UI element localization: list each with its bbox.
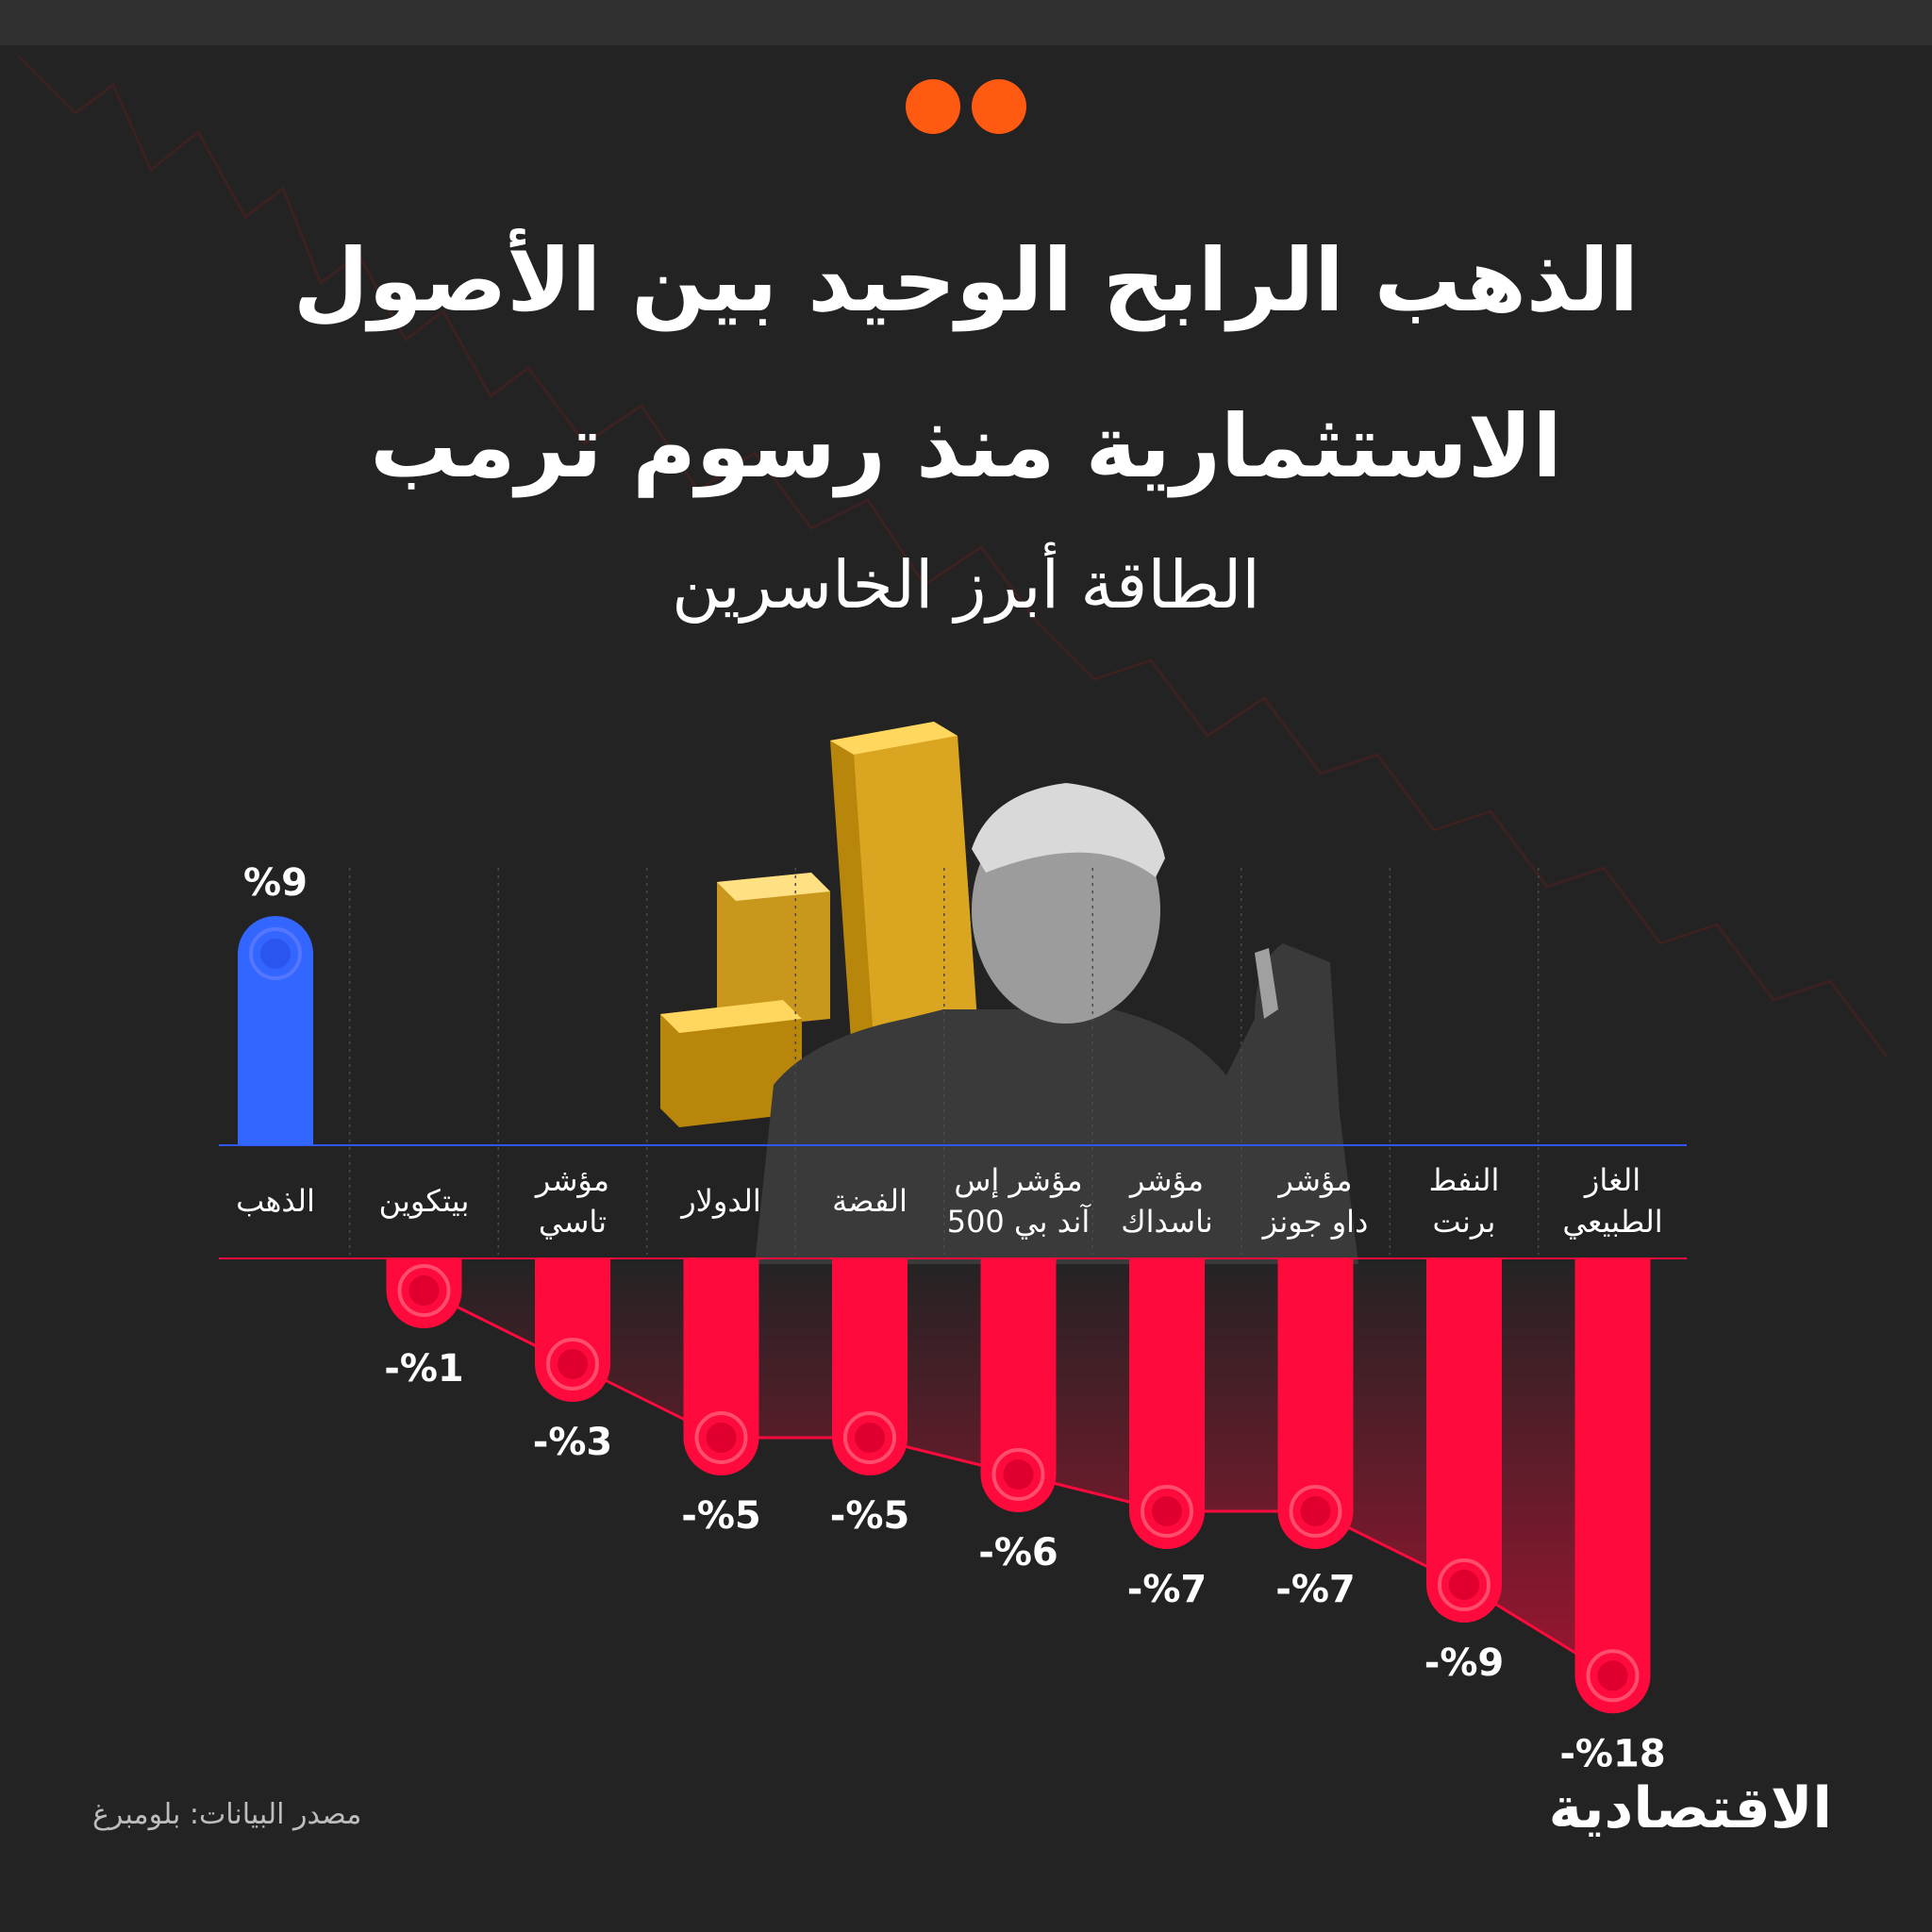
bar-end-ring	[843, 1411, 896, 1464]
category-label: برنت	[1433, 1204, 1496, 1240]
value-label: %9	[243, 861, 308, 905]
title-line-1: الذهب الرابح الوحيد بين الأصول	[292, 230, 1640, 331]
value-labels: %9 -%1 -%3 -%5 -%5 -%6 -%7 -%7 -%9 -%18	[243, 861, 1666, 1775]
bar-end-ring	[991, 1448, 1045, 1501]
category-label: الفضة	[832, 1183, 908, 1219]
publisher-logo: الاقتصادية	[1548, 1775, 1832, 1841]
bar-end-ring	[546, 1338, 599, 1391]
bar-end-ring	[397, 1264, 451, 1317]
category-label: مؤشر	[534, 1162, 609, 1198]
orange-dot-icon	[906, 79, 960, 134]
category-label: الذهب	[236, 1183, 315, 1219]
bar-end-ring	[694, 1411, 748, 1464]
bar-positive	[238, 916, 313, 1145]
category-label: الغاز	[1583, 1162, 1641, 1198]
bar-end-ring	[1289, 1485, 1342, 1538]
page-subtitle: الطاقة أبرز الخاسرين	[672, 546, 1260, 624]
value-label: -%1	[384, 1347, 464, 1391]
value-label: -%6	[978, 1531, 1058, 1574]
title-line-2: الاستثمارية منذ رسوم ترمب	[370, 396, 1562, 497]
category-label: مؤشر	[1128, 1162, 1204, 1198]
bar-end-ring	[249, 927, 302, 980]
bar-series	[238, 916, 1651, 1714]
bar-end-dot	[1449, 1570, 1479, 1600]
bar-end-ring	[1438, 1558, 1491, 1611]
bar-end-dot	[408, 1275, 440, 1306]
gold-bars-illustration	[660, 722, 981, 1127]
bar-negative	[1129, 1258, 1205, 1549]
top-bar	[0, 0, 1932, 45]
bar-end-ring	[1141, 1485, 1193, 1538]
page-title: الذهب الرابح الوحيد بين الأصول الاستثمار…	[0, 198, 1932, 530]
bar-end-dot	[1003, 1459, 1034, 1490]
category-label: بيتكوين	[379, 1183, 470, 1219]
category-label: مؤشر إس	[954, 1162, 1082, 1198]
value-label: -%3	[533, 1421, 613, 1464]
bar-end-dot	[260, 939, 291, 969]
category-labels: الذهب بيتكوين مؤشر تاسي الدولار الفضة مؤشر إس آ…	[236, 1162, 1663, 1240]
bar-negative	[1574, 1258, 1651, 1714]
bar-negative	[980, 1258, 1057, 1512]
value-label: -%5	[681, 1494, 761, 1538]
value-label: -%7	[1127, 1568, 1208, 1611]
value-label: -%5	[830, 1494, 910, 1538]
bar-end-dot	[1152, 1496, 1182, 1526]
bar-negative	[1426, 1258, 1502, 1623]
bar-end-dot	[855, 1423, 885, 1453]
category-label: آند بي 500	[947, 1203, 1092, 1240]
bar-end-markers	[249, 927, 1640, 1703]
category-label: مؤشر	[1276, 1162, 1352, 1198]
pointing-figure-illustration	[755, 783, 1358, 1264]
category-label: الطبيعي	[1562, 1204, 1662, 1240]
category-label: الدولار	[679, 1183, 761, 1219]
bar-end-dot	[558, 1349, 588, 1379]
category-label: النفط	[1429, 1162, 1500, 1198]
bar-negative	[1277, 1258, 1354, 1549]
bar-negative	[535, 1258, 610, 1402]
category-label: تاسي	[539, 1204, 607, 1240]
category-label: ناسداك	[1121, 1204, 1213, 1240]
bar-end-ring	[1586, 1649, 1640, 1703]
bar-end-dot	[706, 1423, 737, 1453]
value-label: -%9	[1424, 1641, 1505, 1685]
bar-end-dot	[1300, 1496, 1331, 1526]
brand-dots	[0, 79, 1932, 134]
value-label: -%7	[1275, 1568, 1356, 1611]
category-label: داو جونز	[1261, 1204, 1369, 1240]
value-label: -%18	[1559, 1732, 1665, 1775]
orange-dot-icon	[972, 79, 1026, 134]
data-source: مصدر البيانات: بلومبرغ	[92, 1798, 362, 1831]
bar-end-dot	[1597, 1660, 1628, 1691]
